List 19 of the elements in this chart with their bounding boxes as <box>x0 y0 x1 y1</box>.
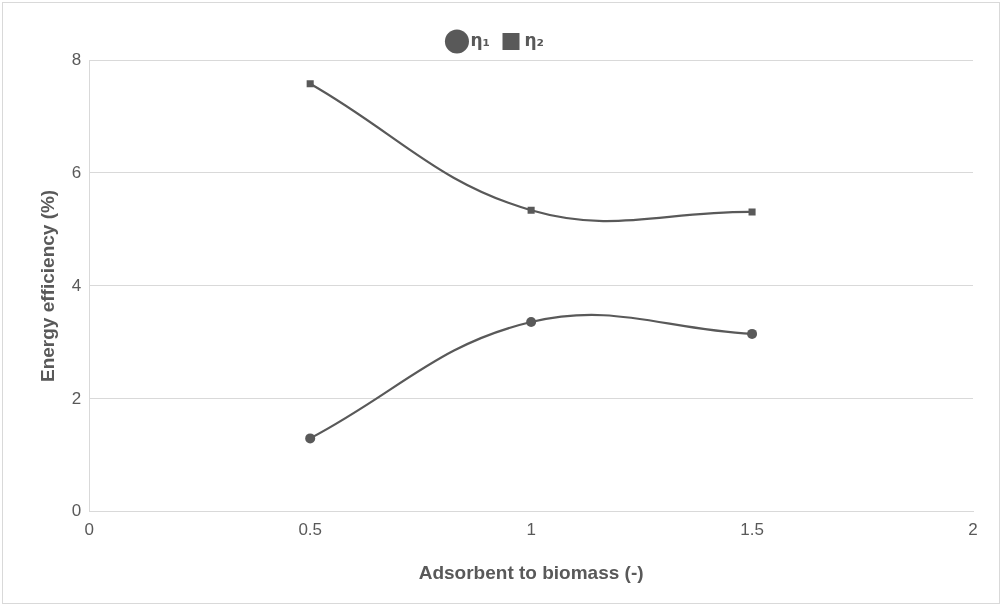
x-tick-label: 1.5 <box>740 519 764 539</box>
y-tick-label: 6 <box>71 162 82 182</box>
legend-label: η₂ <box>524 29 545 50</box>
x-tick-label: 0.5 <box>298 519 323 539</box>
point <box>527 206 535 214</box>
point <box>748 208 756 216</box>
legend-label: η₁ <box>470 29 491 50</box>
y-tick-label: 2 <box>71 388 82 408</box>
y-tick-label: 0 <box>71 501 82 521</box>
x-axis-title: Adsorbent to biomass (-) <box>418 561 644 583</box>
point <box>747 328 758 339</box>
point <box>306 80 314 88</box>
y-tick-label: 8 <box>71 49 82 69</box>
point <box>526 317 537 328</box>
y-axis-title: Energy efficiency (%) <box>36 189 58 382</box>
x-tick-label: 2 <box>968 519 978 539</box>
point <box>305 433 316 444</box>
y-tick-label: 4 <box>71 275 82 295</box>
x-tick-label: 1 <box>526 519 536 539</box>
